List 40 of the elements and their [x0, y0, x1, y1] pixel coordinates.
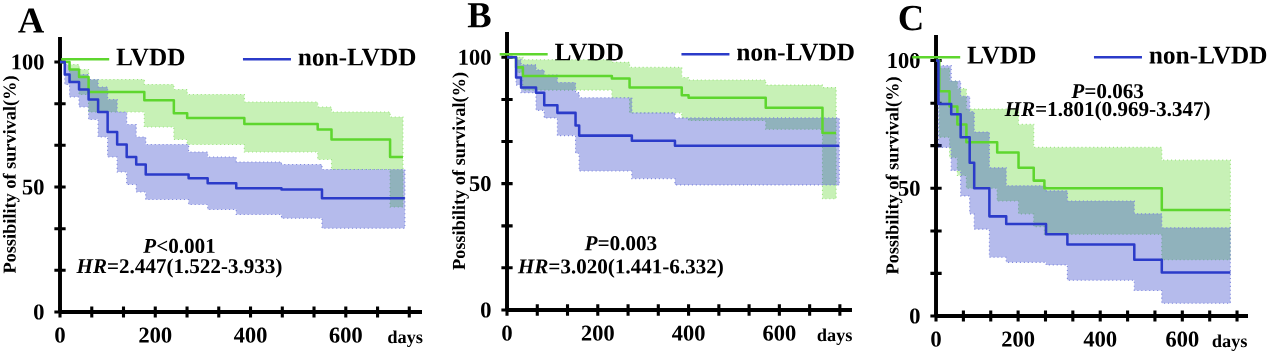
y-tick-label: 100: [459, 49, 491, 65]
y-tick-label: 0: [910, 308, 920, 324]
annotation: HR=1.801(0.969-3.347): [1004, 101, 1210, 121]
x-tick-label: 400: [672, 325, 705, 341]
x-tick-label: 0: [502, 325, 512, 341]
x-tick-label: 400: [1083, 331, 1117, 347]
y-tick-label: 0: [481, 302, 491, 318]
annotation: P=0.063: [1071, 84, 1144, 99]
legend-label: LVDD: [967, 46, 1036, 64]
legend-label: non-LVDD: [737, 43, 854, 61]
y-tick-label: 50: [22, 179, 44, 195]
annotation: P<0.001: [143, 238, 215, 254]
x-tick-label: 400: [233, 327, 267, 343]
legend-label: non-LVDD: [1149, 46, 1267, 64]
chart-title: B: [467, 3, 491, 28]
x-tick-label: 200: [1002, 331, 1035, 347]
legend-label: LVDD: [555, 43, 623, 61]
x-axis-title: days: [1212, 334, 1247, 351]
annotation: HR=3.020(1.441-6.332): [517, 258, 723, 278]
y-axis-title: Possibility of survival(%): [2, 76, 20, 274]
x-tick-label: 0: [931, 331, 941, 347]
x-tick-label: 600: [763, 325, 796, 341]
x-axis-title: days: [817, 328, 852, 345]
x-tick-label: 600: [1166, 331, 1199, 347]
legend-label: non-LVDD: [298, 48, 416, 66]
x-tick-label: 200: [581, 325, 614, 341]
x-tick-label: 200: [139, 327, 172, 343]
y-axis-title: Possibility of survival(%): [452, 72, 469, 270]
x-tick-label: 600: [329, 327, 362, 343]
annotation: HR=2.447(1.522-3.933): [76, 258, 282, 278]
x-tick-label: 0: [55, 327, 65, 343]
y-tick-label: 100: [888, 52, 920, 69]
annotation: P=0.003: [584, 236, 657, 251]
chart-title: A: [18, 8, 44, 33]
chart-title: C: [899, 5, 922, 31]
y-tick-label: 0: [34, 304, 44, 320]
legend-label: LVDD: [116, 48, 185, 66]
x-axis-title: days: [388, 330, 423, 347]
y-tick-label: 100: [12, 54, 44, 70]
y-tick-label: 50: [469, 176, 491, 192]
